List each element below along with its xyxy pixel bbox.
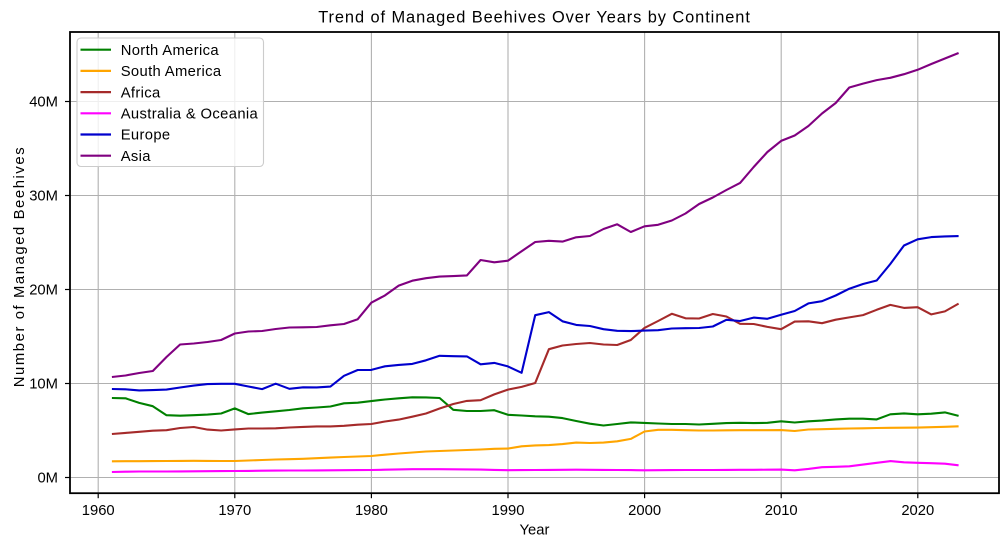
svg-text:1970: 1970: [218, 503, 251, 519]
svg-text:20M: 20M: [29, 283, 58, 299]
svg-text:Asia: Asia: [121, 149, 152, 165]
svg-text:10M: 10M: [29, 377, 58, 393]
svg-text:0M: 0M: [37, 471, 58, 487]
svg-text:2010: 2010: [765, 503, 798, 519]
svg-text:North America: North America: [121, 43, 220, 59]
svg-text:2020: 2020: [901, 503, 934, 519]
svg-text:Number of Managed Beehives: Number of Managed Beehives: [12, 146, 28, 387]
svg-text:30M: 30M: [29, 189, 58, 205]
svg-text:Year: Year: [520, 523, 550, 539]
svg-text:Europe: Europe: [121, 128, 171, 144]
svg-text:Africa: Africa: [121, 85, 161, 101]
svg-text:South America: South America: [121, 64, 222, 80]
svg-text:1980: 1980: [355, 503, 388, 519]
svg-text:Australia & Oceania: Australia & Oceania: [121, 107, 259, 123]
svg-text:2000: 2000: [628, 503, 661, 519]
svg-text:Trend of Managed Beehives Over: Trend of Managed Beehives Over Years by …: [318, 8, 751, 26]
svg-text:1990: 1990: [492, 503, 525, 519]
svg-text:1960: 1960: [82, 503, 115, 519]
svg-text:40M: 40M: [29, 95, 58, 111]
